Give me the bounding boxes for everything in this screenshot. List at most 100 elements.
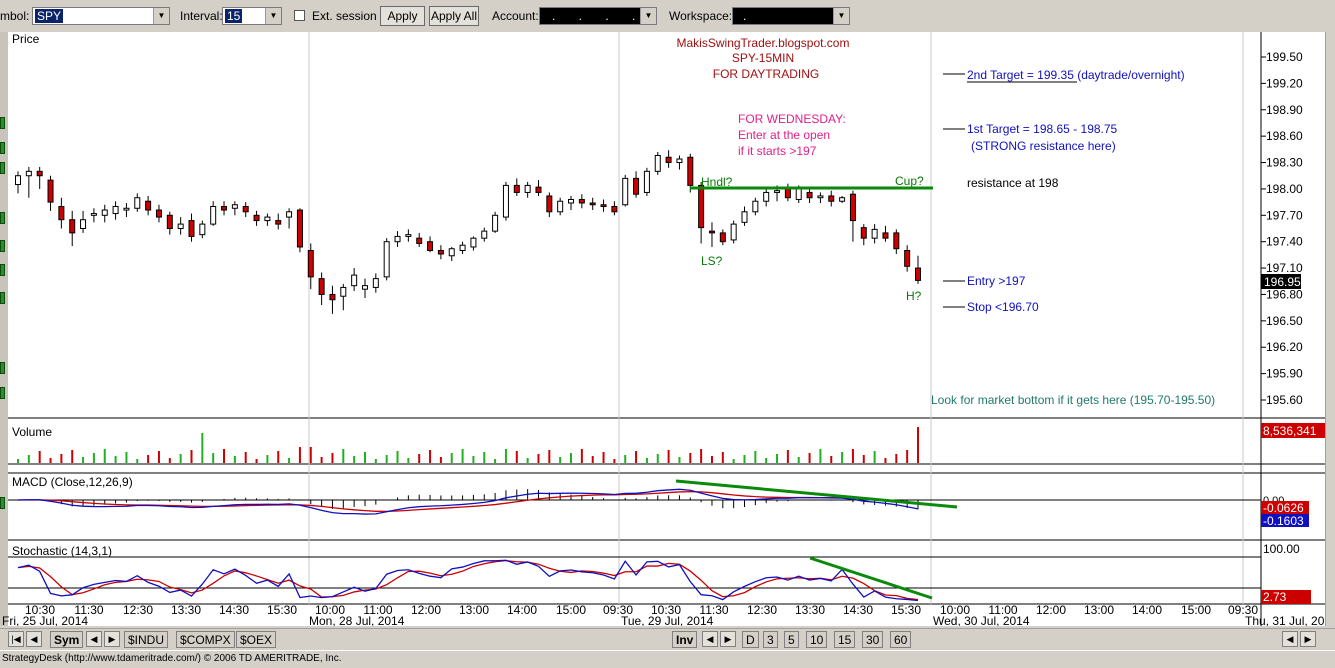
time-tick-label: 14:30 xyxy=(219,603,249,617)
plot-background xyxy=(8,32,1261,626)
annotation-entry: Entry >197 xyxy=(967,274,1026,288)
time-tick-label: 10:30 xyxy=(25,603,55,617)
time-tick-label: 11:00 xyxy=(363,603,392,617)
candle-down xyxy=(535,186,542,193)
prev-symbol-button[interactable]: ◀ xyxy=(86,631,102,647)
candle-down xyxy=(893,232,900,250)
next-symbol-button[interactable]: ▶ xyxy=(104,631,120,647)
date-label: Tue, 29 Jul, 2014 xyxy=(621,614,714,626)
time-axis: 10:30 11:30 12:30 13:30 14:30 15:30 10:00 11:00… xyxy=(2,603,1325,628)
indicator-marker[interactable] xyxy=(0,212,5,224)
candle-up xyxy=(492,214,499,232)
candle-up xyxy=(763,191,770,202)
candle-up xyxy=(394,235,401,243)
candle-down xyxy=(904,249,911,267)
y-tick-label: 197.10 xyxy=(1266,261,1303,275)
candle-down xyxy=(166,214,173,230)
chevron-down-icon[interactable]: ▼ xyxy=(833,8,849,24)
account-value: . . . . xyxy=(552,9,646,23)
apply-button[interactable]: Apply xyxy=(380,6,425,26)
vertical-gridlines xyxy=(308,32,1244,604)
inv-prev-button[interactable]: ◀ xyxy=(702,631,718,647)
candle-up xyxy=(101,209,108,216)
scroll-left-button[interactable]: ◀ xyxy=(1282,631,1298,647)
stochastic-d-line xyxy=(17,559,919,601)
tab-inv[interactable]: Inv xyxy=(672,631,698,648)
stochastic-panel-title: Stochastic (14,3,1) xyxy=(12,544,112,558)
stochastic-value-box xyxy=(1261,590,1311,604)
ext-session-checkbox[interactable] xyxy=(294,10,305,21)
tab-index[interactable]: $OEX xyxy=(236,631,277,648)
inv-next-button[interactable]: ▶ xyxy=(720,631,736,647)
time-tick-label: 13:30 xyxy=(171,603,201,617)
prev-button[interactable]: ◀ xyxy=(26,631,42,647)
time-tick-label: 15:30 xyxy=(267,603,297,617)
chevron-down-icon[interactable]: ▼ xyxy=(153,8,169,24)
candle-up xyxy=(557,200,564,213)
tab-index[interactable]: $INDU xyxy=(124,631,169,648)
vertical-scrollbar[interactable] xyxy=(1325,32,1335,626)
candle-up xyxy=(80,219,87,229)
price-y-axis: 199.50 199.20 198.90 198.60 198.30 198.00 197.… xyxy=(1261,50,1303,407)
chevron-down-icon[interactable]: ▼ xyxy=(640,8,656,24)
candle-down xyxy=(437,249,444,255)
tab-period[interactable]: 30 xyxy=(862,631,884,648)
candle-down xyxy=(882,232,889,239)
symbol-dropdown[interactable]: SPY ▼ xyxy=(32,7,170,25)
y-tick-label: 198.90 xyxy=(1266,103,1303,117)
candle-up xyxy=(286,211,293,218)
tab-period[interactable]: 10 xyxy=(806,631,828,648)
tab-period[interactable]: 15 xyxy=(834,631,856,648)
candle-up xyxy=(210,206,217,225)
indicator-marker[interactable] xyxy=(0,497,5,509)
candle-down xyxy=(633,177,640,195)
chevron-down-icon[interactable]: ▼ xyxy=(265,8,281,24)
date-label: Wed, 30 Jul, 2014 xyxy=(933,614,1030,626)
apply-all-button[interactable]: Apply All xyxy=(429,6,479,26)
workspace-dropdown[interactable]: . ▼ xyxy=(732,7,850,25)
tab-sym[interactable]: Sym xyxy=(50,631,84,648)
candle-up xyxy=(774,190,781,193)
time-tick-label: 14:00 xyxy=(1132,603,1162,617)
workspace-value: . xyxy=(743,9,747,23)
tab-index[interactable]: $COMPX xyxy=(176,631,235,648)
tab-period[interactable]: 5 xyxy=(784,631,799,648)
candle-up xyxy=(448,248,455,257)
indicator-marker[interactable] xyxy=(0,264,5,276)
y-tick-label: 196.80 xyxy=(1266,287,1303,301)
annotation-resistance: resistance at 198 xyxy=(967,176,1059,190)
indicator-marker[interactable] xyxy=(0,117,5,129)
candle-up xyxy=(351,274,358,287)
indicator-marker[interactable] xyxy=(0,387,5,399)
date-label: Mon, 28 Jul, 2014 xyxy=(309,614,405,626)
indicator-marker[interactable] xyxy=(0,240,5,252)
annotation-head: H? xyxy=(906,289,922,303)
macd-trendline xyxy=(675,479,958,509)
candle-down xyxy=(36,170,43,177)
indicator-marker[interactable] xyxy=(0,362,5,374)
interval-dropdown[interactable]: 15 ▼ xyxy=(222,7,282,25)
tab-period[interactable]: 60 xyxy=(890,631,912,648)
stochastic-plot xyxy=(8,556,1261,602)
time-tick-label: 10:00 xyxy=(940,603,970,617)
indicator-marker[interactable] xyxy=(0,292,5,304)
candle-down xyxy=(318,278,325,295)
tab-period[interactable]: 3 xyxy=(763,631,778,648)
chart-canvas[interactable]: 199.50 199.20 198.90 198.60 198.30 198.00 197.… xyxy=(0,32,1325,628)
time-tick-label: 12:00 xyxy=(411,603,441,617)
candle-down xyxy=(578,198,585,204)
candle-up xyxy=(676,158,683,164)
time-tick-label: 10:00 xyxy=(315,603,345,617)
y-tick-label: 199.50 xyxy=(1266,50,1303,64)
indicator-marker[interactable] xyxy=(0,162,5,174)
account-dropdown[interactable]: . . . . ▼ xyxy=(539,7,657,25)
candle-down xyxy=(600,204,607,208)
candle-down xyxy=(708,230,715,234)
tab-period[interactable]: D xyxy=(742,631,759,648)
indicator-marker[interactable] xyxy=(0,142,5,154)
scroll-right-button[interactable]: ▶ xyxy=(1300,631,1316,647)
candle-down xyxy=(427,241,434,251)
interval-value: 15 xyxy=(225,9,243,23)
signal-value-label: -0.1603 xyxy=(1263,514,1304,528)
first-page-button[interactable]: |◀ xyxy=(8,631,24,647)
